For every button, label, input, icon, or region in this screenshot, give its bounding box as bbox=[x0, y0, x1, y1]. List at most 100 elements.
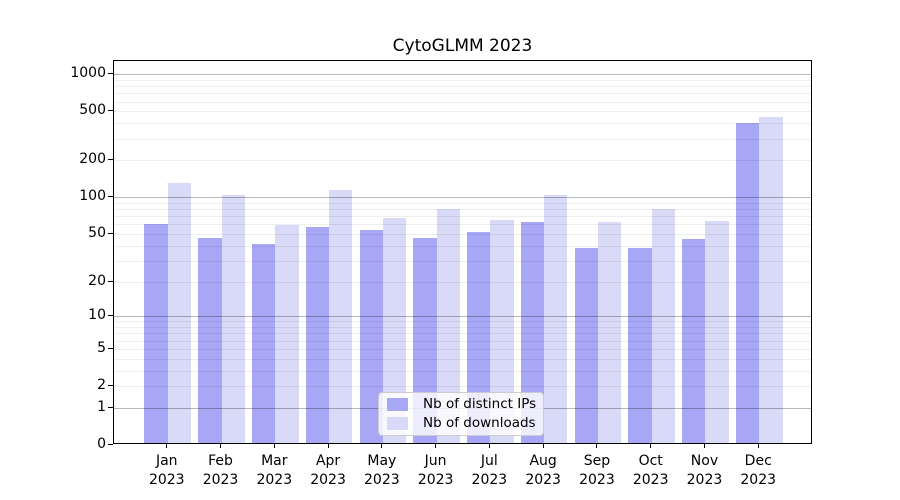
bar-downloads-jun bbox=[436, 209, 460, 443]
x-tick-label-mar: Mar 2023 bbox=[256, 453, 293, 488]
y-tick-label: 1000 bbox=[70, 65, 106, 82]
gridline-minor bbox=[114, 138, 811, 140]
gridline-minor bbox=[114, 224, 811, 226]
gridline-minor bbox=[114, 370, 811, 372]
chart-title: CytoGLMM 2023 bbox=[392, 36, 533, 56]
gridline-minor bbox=[114, 101, 811, 103]
bar-downloads-apr bbox=[329, 190, 353, 443]
gridline-major bbox=[114, 316, 811, 318]
bar-distinct-ips-feb bbox=[198, 237, 222, 443]
gridline-minor bbox=[114, 123, 811, 125]
x-tick-mark bbox=[435, 444, 437, 448]
x-tick-label-sep: Sep 2023 bbox=[579, 453, 615, 488]
y-tick-mark bbox=[108, 159, 113, 161]
x-tick-mark bbox=[327, 444, 329, 448]
x-tick-mark bbox=[220, 444, 222, 448]
bar-downloads-dec bbox=[759, 116, 783, 443]
bar-distinct-ips-mar bbox=[252, 243, 276, 443]
bar-distinct-ips-dec bbox=[735, 123, 760, 443]
gridline-minor bbox=[114, 358, 811, 360]
bar-distinct-ips-oct bbox=[628, 247, 652, 443]
bar-distinct-ips-nov bbox=[682, 238, 706, 443]
gridline-minor bbox=[114, 281, 811, 283]
x-tick-label-nov: Nov 2023 bbox=[686, 453, 723, 488]
gridline-minor bbox=[114, 348, 811, 350]
x-tick-label-may: May 2023 bbox=[364, 453, 400, 488]
y-tick-label: 200 bbox=[79, 151, 106, 168]
x-tick-label-dec: Dec 2023 bbox=[740, 453, 777, 488]
bar-downloads-jan bbox=[167, 182, 192, 443]
bar-distinct-ips-jun bbox=[413, 237, 437, 443]
legend: Nb of distinct IPs Nb of downloads bbox=[378, 392, 544, 436]
y-tick-mark bbox=[108, 347, 113, 349]
x-tick-mark bbox=[166, 444, 168, 448]
y-tick-mark bbox=[108, 196, 113, 198]
gridline-minor bbox=[114, 93, 811, 95]
bar-distinct-ips-sep bbox=[574, 247, 598, 443]
gridline-minor bbox=[114, 160, 811, 162]
x-tick-label-oct: Oct 2023 bbox=[632, 453, 669, 488]
x-tick-mark bbox=[703, 444, 705, 448]
bar-downloads-nov bbox=[705, 220, 729, 443]
gridline-minor bbox=[114, 386, 811, 388]
y-tick-mark bbox=[108, 73, 113, 75]
gridline-minor bbox=[114, 209, 811, 211]
y-tick-label: 500 bbox=[79, 102, 106, 119]
y-tick-label: 50 bbox=[88, 224, 106, 241]
x-tick-label-feb: Feb 2023 bbox=[202, 453, 239, 488]
legend-label-downloads: Nb of downloads bbox=[423, 414, 536, 431]
x-tick-mark bbox=[650, 444, 652, 448]
y-tick-label: 1 bbox=[97, 398, 106, 415]
gridline-minor bbox=[114, 321, 811, 323]
y-tick-mark bbox=[108, 232, 113, 234]
gridline-minor bbox=[114, 216, 811, 218]
gridline-minor bbox=[114, 333, 811, 335]
x-tick-label-aug: Aug 2023 bbox=[525, 453, 561, 488]
x-tick-mark bbox=[596, 444, 598, 448]
x-tick-mark bbox=[273, 444, 275, 448]
gridline-minor bbox=[114, 327, 811, 329]
y-tick-mark bbox=[108, 110, 113, 112]
y-tick-label: 5 bbox=[97, 339, 106, 356]
gridline-minor bbox=[114, 79, 811, 81]
gridline-minor bbox=[114, 86, 811, 88]
legend-swatch-distinct-ips bbox=[387, 398, 408, 412]
y-tick-label: 0 bbox=[97, 436, 106, 452]
bar-distinct-ips-jan bbox=[144, 224, 168, 443]
y-tick-label: 20 bbox=[88, 272, 106, 289]
gridline-minor bbox=[114, 340, 811, 342]
bar-downloads-jul bbox=[490, 219, 514, 443]
y-tick-mark bbox=[108, 385, 113, 387]
legend-item-downloads: Nb of downloads bbox=[387, 414, 536, 432]
x-tick-label-jun: Jun 2023 bbox=[417, 453, 454, 488]
x-tick-label-jan: Jan 2023 bbox=[148, 453, 185, 488]
gridline-minor bbox=[114, 202, 811, 204]
bar-downloads-mar bbox=[275, 225, 299, 443]
bar-distinct-ips-apr bbox=[305, 226, 330, 443]
gridline-minor bbox=[114, 233, 811, 235]
legend-item-distinct-ips: Nb of distinct IPs bbox=[387, 396, 536, 413]
gridline-major bbox=[114, 197, 811, 199]
bar-distinct-ips-aug bbox=[520, 221, 545, 443]
x-tick-label-apr: Apr 2023 bbox=[310, 453, 346, 488]
y-tick-mark bbox=[108, 406, 113, 408]
gridline-major bbox=[114, 74, 811, 76]
bar-downloads-feb bbox=[221, 195, 245, 443]
plot-area bbox=[113, 60, 812, 444]
x-tick-mark bbox=[488, 444, 490, 448]
bar-downloads-aug bbox=[544, 195, 568, 443]
bar-distinct-ips-may bbox=[359, 229, 383, 443]
x-tick-label-jul: Jul 2023 bbox=[471, 453, 508, 488]
bar-downloads-may bbox=[382, 218, 407, 443]
y-tick-mark bbox=[108, 444, 113, 445]
y-tick-mark bbox=[108, 315, 113, 317]
y-tick-label: 2 bbox=[97, 377, 106, 394]
x-tick-mark bbox=[542, 444, 544, 448]
gridline-minor bbox=[114, 245, 811, 247]
bar-distinct-ips-jul bbox=[467, 232, 491, 443]
bar-downloads-oct bbox=[651, 209, 675, 443]
y-tick-mark bbox=[108, 280, 113, 282]
legend-swatch-downloads bbox=[387, 416, 408, 430]
y-tick-label: 10 bbox=[88, 307, 106, 324]
